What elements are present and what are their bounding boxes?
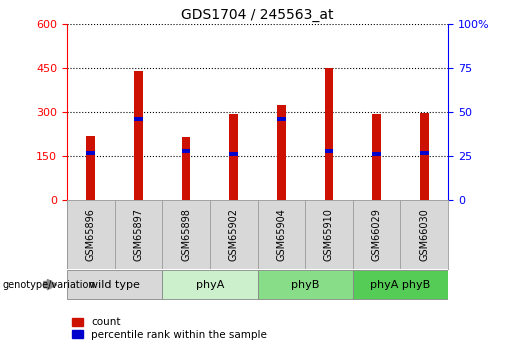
Text: GSM65904: GSM65904 bbox=[277, 208, 286, 261]
Bar bbox=[134, 117, 143, 121]
Bar bbox=[420, 113, 428, 200]
Bar bbox=[420, 150, 428, 155]
Text: genotype/variation: genotype/variation bbox=[3, 280, 95, 289]
Bar bbox=[277, 117, 286, 121]
Text: wild type: wild type bbox=[89, 280, 140, 289]
Bar bbox=[182, 149, 191, 153]
Bar bbox=[87, 150, 95, 155]
Bar bbox=[277, 105, 286, 200]
Text: GSM66030: GSM66030 bbox=[419, 208, 429, 261]
Bar bbox=[134, 71, 143, 200]
Bar bbox=[372, 152, 381, 156]
Text: GSM65897: GSM65897 bbox=[133, 208, 143, 261]
Bar bbox=[67, 270, 162, 299]
Bar bbox=[353, 270, 448, 299]
Title: GDS1704 / 245563_at: GDS1704 / 245563_at bbox=[181, 8, 334, 22]
Text: phyB: phyB bbox=[291, 280, 319, 289]
Bar bbox=[182, 137, 191, 200]
Text: GSM65898: GSM65898 bbox=[181, 208, 191, 261]
Text: GSM66029: GSM66029 bbox=[372, 208, 382, 261]
Bar bbox=[87, 136, 95, 200]
Bar bbox=[324, 68, 333, 200]
Text: GSM65902: GSM65902 bbox=[229, 208, 238, 261]
Text: GSM65896: GSM65896 bbox=[86, 208, 96, 261]
Text: phyA: phyA bbox=[196, 280, 224, 289]
Bar bbox=[372, 114, 381, 200]
Legend: count, percentile rank within the sample: count, percentile rank within the sample bbox=[72, 317, 267, 340]
Bar bbox=[258, 270, 353, 299]
Bar bbox=[162, 270, 258, 299]
Text: GSM65910: GSM65910 bbox=[324, 208, 334, 261]
Bar bbox=[229, 114, 238, 200]
Text: phyA phyB: phyA phyB bbox=[370, 280, 431, 289]
Bar bbox=[324, 149, 333, 153]
Bar bbox=[229, 152, 238, 156]
